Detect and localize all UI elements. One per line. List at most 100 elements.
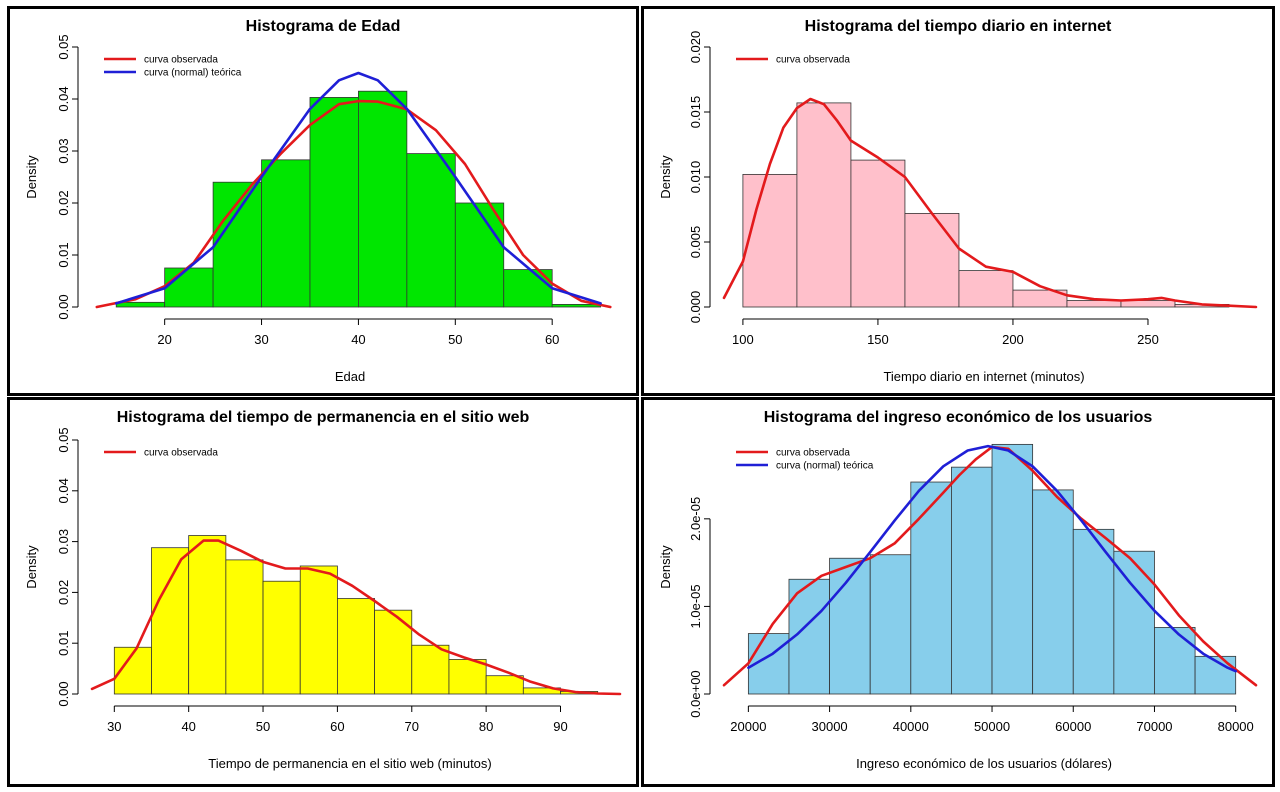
y-axis-label: Density bbox=[658, 545, 673, 589]
histogram-bar bbox=[829, 557, 871, 695]
panel-tiempo-internet: Histograma del tiempo diario en internet… bbox=[641, 6, 1275, 396]
y-tick-label: 0.01 bbox=[56, 631, 71, 656]
histogram-bar bbox=[1194, 655, 1237, 695]
histogram-bar bbox=[448, 659, 487, 695]
chart-title: Histograma de Edad bbox=[246, 18, 401, 35]
x-tick-label: 60000 bbox=[1055, 719, 1091, 734]
panel-tiempo-permanencia: Histograma del tiempo de permanencia en … bbox=[7, 397, 639, 787]
y-tick-label: 0.03 bbox=[56, 529, 71, 554]
x-tick-label: 70 bbox=[405, 719, 419, 734]
y-axis-label: Density bbox=[24, 155, 39, 199]
x-tick-label: 70000 bbox=[1136, 719, 1172, 734]
histogram-bar bbox=[406, 153, 456, 308]
density-curve bbox=[722, 445, 1258, 687]
x-tick-label: 30000 bbox=[812, 719, 848, 734]
density-curve bbox=[90, 539, 622, 696]
histogram-bar bbox=[151, 547, 190, 695]
y-tick-label: 0.020 bbox=[688, 31, 703, 64]
histogram-bar bbox=[411, 644, 450, 695]
legend-label: curva observada bbox=[144, 448, 218, 459]
legend-label: curva (normal) teórica bbox=[144, 68, 242, 79]
histogram-bar bbox=[188, 535, 227, 695]
histogram-bar bbox=[485, 675, 524, 695]
y-tick-label: 0.02 bbox=[56, 580, 71, 605]
x-axis-label: Tiempo diario en internet (minutos) bbox=[883, 369, 1084, 384]
histogram-bar bbox=[1032, 489, 1074, 695]
histogram-bar bbox=[904, 212, 960, 308]
y-tick-label: 0.03 bbox=[56, 138, 71, 163]
histogram-bar bbox=[358, 90, 408, 308]
y-tick-label: 2.0e-05 bbox=[688, 497, 703, 541]
x-tick-label: 150 bbox=[867, 332, 889, 347]
y-tick-label: 0.04 bbox=[56, 478, 71, 503]
x-tick-label: 90 bbox=[553, 719, 567, 734]
chart-title: Histograma del tiempo de permanencia en … bbox=[117, 409, 530, 426]
x-tick-label: 40000 bbox=[893, 719, 929, 734]
histogram-bar bbox=[1012, 289, 1068, 308]
histogram-bar bbox=[309, 97, 359, 308]
x-tick-label: 60 bbox=[545, 332, 559, 347]
histogram-bar bbox=[212, 181, 262, 308]
histogram-bar bbox=[337, 598, 375, 695]
x-tick-label: 40 bbox=[351, 332, 365, 347]
y-tick-label: 0.05 bbox=[56, 427, 71, 452]
y-tick-label: 1.0e-05 bbox=[688, 584, 703, 628]
chart-title: Histograma del tiempo diario en internet bbox=[805, 18, 1112, 35]
x-tick-label: 60 bbox=[330, 719, 344, 734]
density-curve bbox=[114, 71, 602, 305]
y-tick-label: 0.015 bbox=[688, 96, 703, 129]
chart-edad: Histograma de Edad 0.00 0.01 0.02 0.03 0.04 0.… bbox=[24, 18, 612, 384]
chart-ingreso: Histograma del ingreso económico de los … bbox=[658, 409, 1258, 771]
x-tick-label: 20 bbox=[157, 332, 171, 347]
histogram-bar bbox=[262, 580, 301, 695]
x-tick-label: 20000 bbox=[730, 719, 766, 734]
y-tick-label: 0.000 bbox=[688, 291, 703, 324]
histogram-bar bbox=[742, 173, 798, 308]
x-axis-label: Tiempo de permanencia en el sitio web (m… bbox=[208, 756, 492, 771]
x-axis-label: Edad bbox=[335, 369, 365, 384]
chart-tiempo-permanencia: Histograma del tiempo de permanencia en … bbox=[24, 409, 622, 771]
histogram-bar bbox=[1066, 300, 1122, 308]
y-tick-label: 0.005 bbox=[688, 226, 703, 259]
histogram-bar bbox=[951, 466, 993, 695]
histogram-bar bbox=[850, 159, 906, 308]
panel-ingreso: Histograma del ingreso económico de los … bbox=[641, 397, 1275, 787]
density-curve bbox=[722, 97, 1258, 309]
histogram-bar bbox=[1072, 528, 1115, 695]
y-axis-label: Density bbox=[24, 545, 39, 589]
x-tick-label: 40 bbox=[181, 719, 195, 734]
histogram-bar bbox=[261, 159, 311, 308]
x-tick-label: 80 bbox=[479, 719, 493, 734]
legend-label: curva observada bbox=[776, 55, 850, 66]
histogram-bar bbox=[991, 443, 1034, 695]
histogram-bar bbox=[225, 559, 264, 695]
histogram-bar bbox=[115, 301, 166, 308]
histogram-bar bbox=[1113, 550, 1155, 695]
y-tick-label: 0.00 bbox=[56, 294, 71, 319]
legend-label: curva (normal) teórica bbox=[776, 461, 874, 472]
legend-label: curva observada bbox=[776, 448, 850, 459]
histogram-bar bbox=[1154, 627, 1196, 695]
histogram-bar bbox=[551, 303, 602, 308]
legend-label: curva observada bbox=[144, 55, 218, 66]
x-tick-label: 30 bbox=[254, 332, 268, 347]
histogram-bar bbox=[1120, 300, 1176, 308]
y-axis-label: Density bbox=[658, 155, 673, 199]
y-tick-label: 0.02 bbox=[56, 190, 71, 215]
y-tick-label: 0.05 bbox=[56, 34, 71, 59]
density-curve bbox=[747, 444, 1238, 673]
x-tick-label: 250 bbox=[1137, 332, 1159, 347]
histogram-bar bbox=[910, 481, 952, 695]
y-tick-label: 0.0e+00 bbox=[688, 670, 703, 717]
x-tick-label: 100 bbox=[732, 332, 754, 347]
x-tick-label: 200 bbox=[1002, 332, 1024, 347]
x-tick-label: 50000 bbox=[974, 719, 1010, 734]
x-tick-label: 80000 bbox=[1218, 719, 1254, 734]
y-tick-label: 0.04 bbox=[56, 86, 71, 111]
panel-edad: Histograma de Edad 0.00 0.01 0.02 0.03 0.04 0.… bbox=[7, 6, 639, 396]
histogram-bar bbox=[796, 102, 852, 308]
chart-tiempo-internet: Histograma del tiempo diario en internet… bbox=[658, 18, 1258, 384]
y-tick-label: 0.010 bbox=[688, 161, 703, 194]
histogram-bar bbox=[958, 270, 1014, 308]
x-tick-label: 50 bbox=[256, 719, 270, 734]
